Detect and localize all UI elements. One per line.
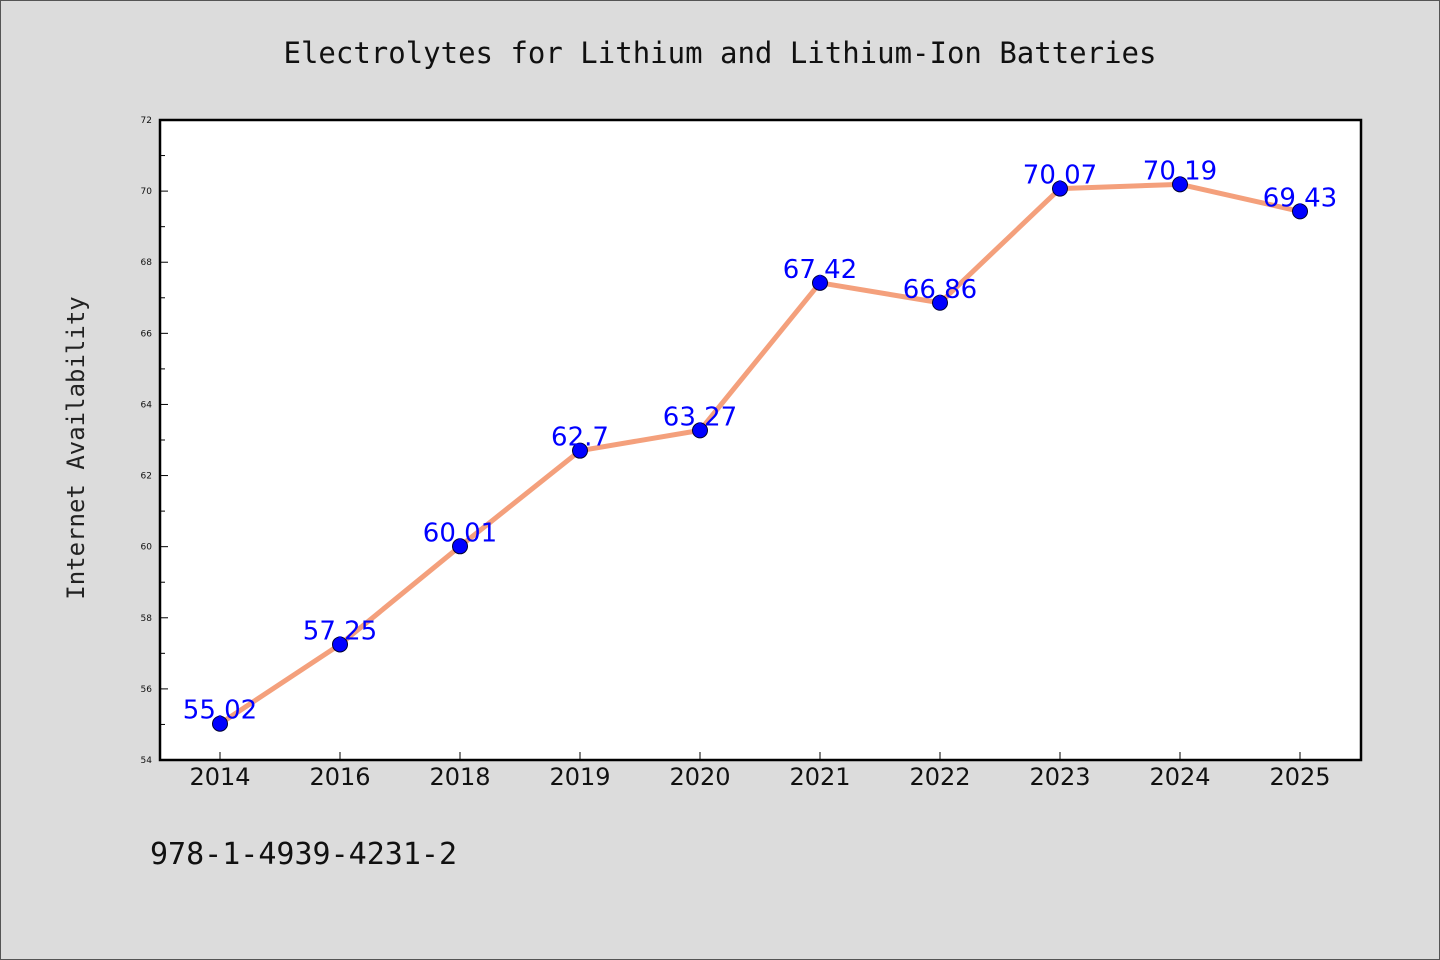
data-label: 70.19 <box>1143 156 1217 186</box>
y-tick-label: 54 <box>141 756 153 766</box>
chart-title: Electrolytes for Lithium and Lithium-Ion… <box>284 36 1157 70</box>
series-line-group <box>217 181 1303 727</box>
data-point <box>1172 176 1188 193</box>
y-tick-label: 70 <box>141 187 153 197</box>
data-label: 62.7 <box>551 423 609 453</box>
data-label: 55.02 <box>183 696 257 726</box>
y-tick-label: 72 <box>141 116 152 126</box>
x-tick-label: 2025 <box>1269 763 1330 791</box>
markers-group <box>212 176 1308 732</box>
data-point <box>572 442 588 459</box>
footer-code: 978-1-4939-4231-2 <box>150 837 457 872</box>
y-tick-label: 66 <box>141 329 153 339</box>
x-tick-label: 2023 <box>1029 763 1090 791</box>
y-axis-label: Internet Availability <box>62 296 90 599</box>
y-tick-label: 60 <box>141 543 153 553</box>
x-tick-label: 2016 <box>309 763 370 791</box>
x-tick-label: 2021 <box>789 763 850 791</box>
data-labels-group: 55.02 57.25 60.01 62.7 63.27 67.42 66.86 70.07 7… <box>183 156 1337 725</box>
series-line <box>217 181 1303 727</box>
y-tick-label: 58 <box>141 614 153 624</box>
x-tick-label: 2018 <box>429 763 490 791</box>
x-axis: 2014 2016 2018 2019 2020 2021 2022 2023 2024 2025 <box>189 752 1331 791</box>
data-point <box>932 294 948 311</box>
y-tick-label: 62 <box>141 472 152 482</box>
data-point <box>212 715 228 732</box>
x-tick-label: 2024 <box>1149 763 1210 791</box>
data-label: 57.25 <box>303 616 377 646</box>
y-axis: 54 56 58 60 62 64 66 68 70 72 <box>141 116 168 766</box>
x-tick-label: 2022 <box>909 763 970 791</box>
x-tick-label: 2020 <box>669 763 730 791</box>
y-tick-label: 68 <box>141 258 153 268</box>
y-tick-label: 56 <box>141 685 153 695</box>
data-point <box>1052 180 1068 197</box>
data-point <box>332 636 348 653</box>
data-label: 66.86 <box>903 275 977 305</box>
data-point <box>692 422 708 439</box>
data-label: 70.07 <box>1023 161 1097 191</box>
data-point <box>452 538 468 555</box>
data-label: 69.43 <box>1263 183 1337 213</box>
y-tick-label: 64 <box>141 400 153 410</box>
data-point <box>1292 203 1308 220</box>
x-tick-label: 2019 <box>549 763 610 791</box>
data-point <box>812 274 828 291</box>
plot-area <box>158 118 1363 762</box>
data-label: 67.42 <box>783 255 857 285</box>
x-tick-label: 2014 <box>189 763 250 791</box>
data-label: 60.01 <box>423 518 497 548</box>
data-label: 63.27 <box>663 402 737 432</box>
